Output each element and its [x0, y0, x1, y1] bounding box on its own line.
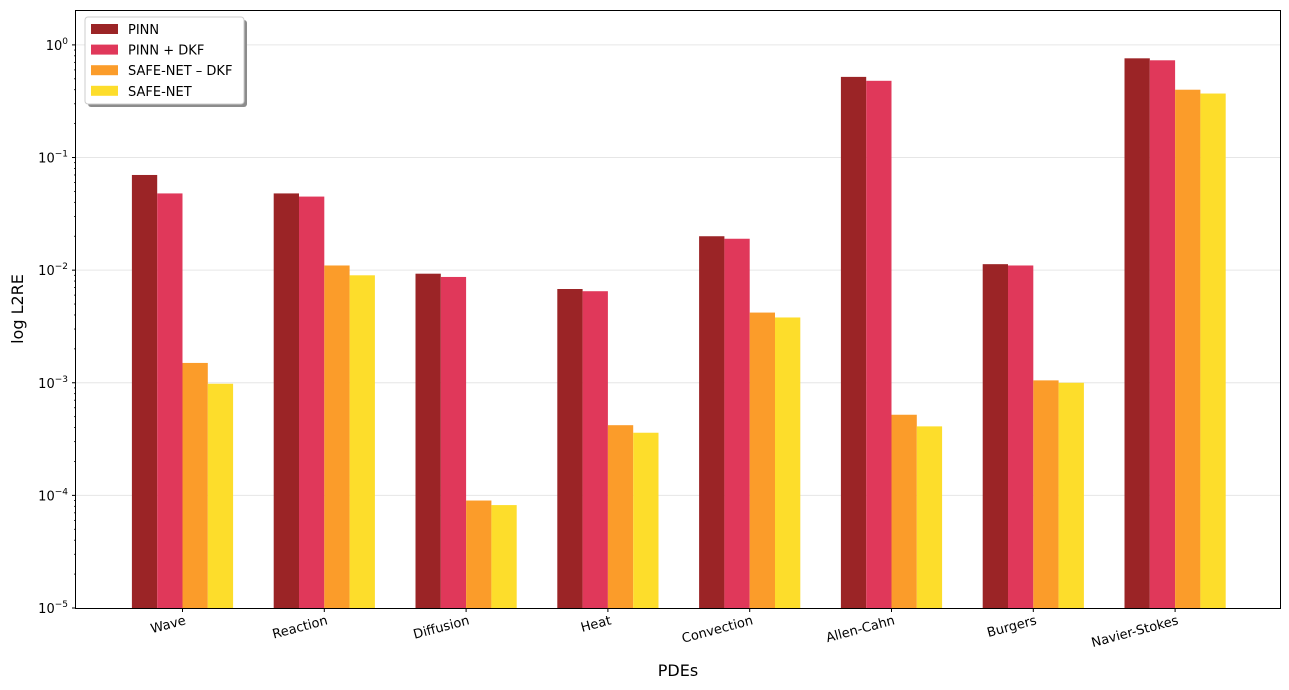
bar-pinn-dkf-heat	[582, 291, 608, 608]
y-tick-exponent: −1	[55, 150, 68, 160]
y-tick-label: 10−2	[38, 262, 68, 279]
x-tick-label: Navier-Stokes	[1090, 613, 1180, 651]
y-tick-exponent: 0	[62, 37, 68, 47]
legend-label: PINN + DKF	[128, 44, 204, 59]
bar-pinn-dkf-convection	[724, 238, 750, 609]
y-tick-exponent: −3	[55, 375, 68, 385]
x-tick-label: Burgers	[986, 613, 1039, 641]
y-tick-base: 10	[38, 602, 55, 617]
y-tick-label: 10−3	[38, 375, 68, 392]
x-axis-ticks: Wave Reaction Diffusion Heat Convection Allen…	[149, 608, 1180, 651]
bar-pinn-wave	[131, 174, 158, 609]
legend-swatch	[91, 24, 118, 34]
bar-pinn-reaction	[273, 193, 299, 609]
x-tick-label: Allen-Cahn	[824, 613, 896, 646]
bar-safe-net-burgers	[1058, 382, 1084, 608]
x-tick-label: Reaction	[271, 613, 329, 642]
bar-pinn-dkf-navier-stokes	[1149, 60, 1176, 608]
y-tick-label: 10−4	[38, 487, 68, 504]
y-tick-base: 10	[38, 264, 55, 279]
y-tick-exponent: −4	[55, 487, 69, 497]
y-tick-label: 10−1	[38, 150, 68, 167]
bar-safe-net-diffusion	[491, 505, 517, 608]
bars	[131, 58, 1226, 609]
y-tick-exponent: −2	[55, 262, 68, 272]
y-tick-label: 10−5	[38, 600, 68, 617]
bar-safe-net-dkf-wave	[182, 362, 208, 608]
y-tick-label: 100	[46, 37, 69, 54]
bar-safe-net-dkf-burgers	[1033, 380, 1059, 608]
plot-frame	[75, 10, 1281, 609]
bar-safe-net-dkf-convection	[749, 312, 775, 608]
legend-label: SAFE-NET	[128, 85, 192, 100]
y-tick-base: 10	[38, 377, 55, 392]
bar-safe-net-dkf-allen-cahn	[891, 414, 917, 608]
x-tick-label: Diffusion	[412, 613, 471, 642]
bar-pinn-burgers	[982, 264, 1008, 608]
bar-pinn-dkf-allen-cahn	[866, 80, 892, 609]
bar-safe-net-dkf-navier-stokes	[1175, 89, 1201, 609]
legend-swatch	[91, 65, 118, 76]
bar-pinn-convection	[699, 236, 725, 608]
x-tick-label: Heat	[579, 613, 613, 635]
legend: PINN PINN + DKF SAFE-NET – DKF SAFE-NET	[84, 16, 247, 107]
y-tick-base: 10	[38, 152, 55, 167]
legend-label: PINN	[128, 23, 159, 38]
y-tick-base: 10	[38, 489, 55, 504]
y-axis-label: log L2RE	[8, 274, 27, 344]
y-tick-exponent: −5	[55, 600, 68, 610]
bar-safe-net-heat	[633, 432, 659, 608]
x-axis-label: PDEs	[658, 661, 698, 680]
bar-safe-net-reaction	[349, 275, 375, 608]
x-tick-label: Wave	[149, 613, 187, 637]
bar-safe-net-dkf-reaction	[324, 265, 350, 608]
bar-safe-net-dkf-heat	[607, 425, 634, 608]
bar-pinn-heat	[557, 289, 583, 608]
bar-safe-net-convection	[775, 317, 801, 608]
legend-swatch	[91, 85, 118, 96]
bar-pinn-allen-cahn	[840, 76, 867, 608]
bar-pinn-diffusion	[415, 273, 441, 608]
bar-safe-net-navier-stokes	[1200, 93, 1226, 609]
gridlines	[76, 44, 1280, 496]
bar-safe-net-allen-cahn	[916, 426, 943, 608]
bar-pinn-navier-stokes	[1124, 58, 1150, 609]
legend-box	[84, 16, 245, 105]
bar-safe-net-wave	[207, 383, 234, 608]
bar-pinn-dkf-reaction	[299, 196, 325, 608]
bar-pinn-dkf-diffusion	[440, 276, 467, 608]
legend-swatch	[91, 44, 118, 55]
bar-safe-net-dkf-diffusion	[466, 500, 492, 608]
legend-label: SAFE-NET – DKF	[128, 64, 232, 79]
bar-pinn-dkf-wave	[157, 193, 183, 609]
bar-pinn-dkf-burgers	[1008, 265, 1034, 608]
x-tick-label: Convection	[680, 613, 754, 646]
y-tick-base: 10	[46, 39, 63, 54]
